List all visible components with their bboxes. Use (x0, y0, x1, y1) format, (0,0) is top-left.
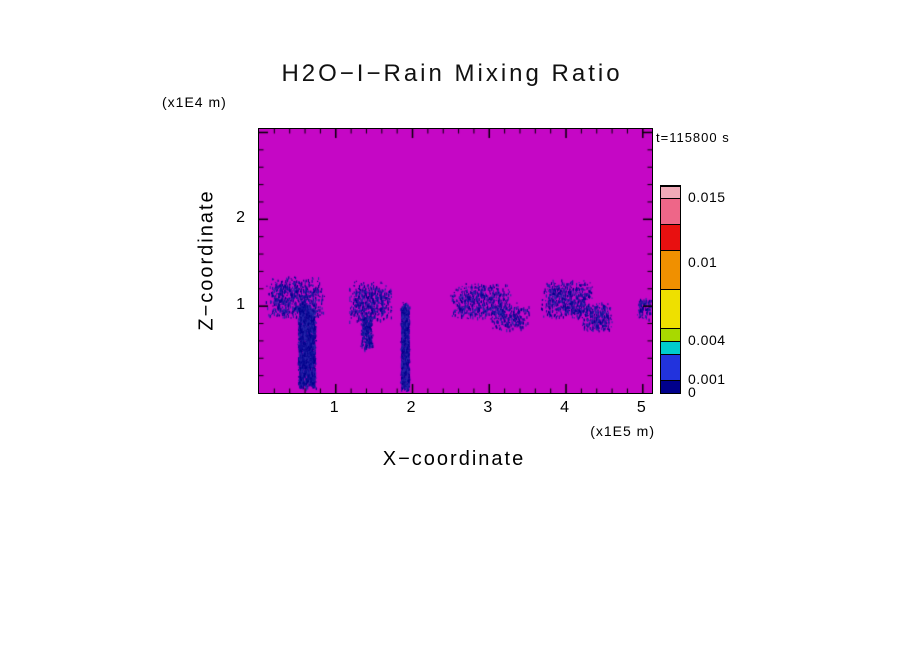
y-axis-title: Z−coordinate (195, 189, 218, 331)
y-tick-label: 2 (236, 209, 246, 227)
colorbar-tick-label: 0 (688, 384, 697, 400)
time-annotation: t=115800 s (656, 130, 730, 145)
x-tick-label: 3 (483, 399, 494, 416)
colorbar-segment (661, 186, 680, 198)
x-axis-units-label: (x1E5 m) (590, 423, 655, 439)
colorbar (660, 185, 681, 394)
y-axis-units-label: (x1E4 m) (162, 94, 227, 110)
plot-canvas (259, 129, 652, 393)
colorbar-segment (661, 249, 680, 289)
x-axis-title: X−coordinate (382, 448, 526, 470)
colorbar-segment (661, 340, 680, 354)
colorbar-segment (661, 353, 680, 380)
colorbar-segment (661, 197, 680, 224)
x-tick-label: 1 (329, 399, 340, 416)
colorbar-segment (661, 379, 680, 393)
colorbar-tick-label: 0.001 (688, 370, 726, 387)
colorbar-tick-label: 0.015 (688, 188, 726, 205)
colorbar-segment (661, 288, 680, 328)
plot-frame (258, 128, 653, 394)
colorbar-segment (661, 327, 680, 341)
x-tick-label: 5 (636, 399, 647, 416)
colorbar-tick-label: 0.004 (688, 331, 726, 348)
colorbar-segment (661, 223, 680, 250)
x-tick-label: 2 (406, 399, 417, 416)
y-tick-label: 1 (236, 296, 246, 314)
chart-title: H2O−I−Rain Mixing Ratio (281, 60, 623, 87)
colorbar-tick-label: 0.01 (688, 253, 718, 270)
x-tick-label: 4 (560, 399, 570, 416)
